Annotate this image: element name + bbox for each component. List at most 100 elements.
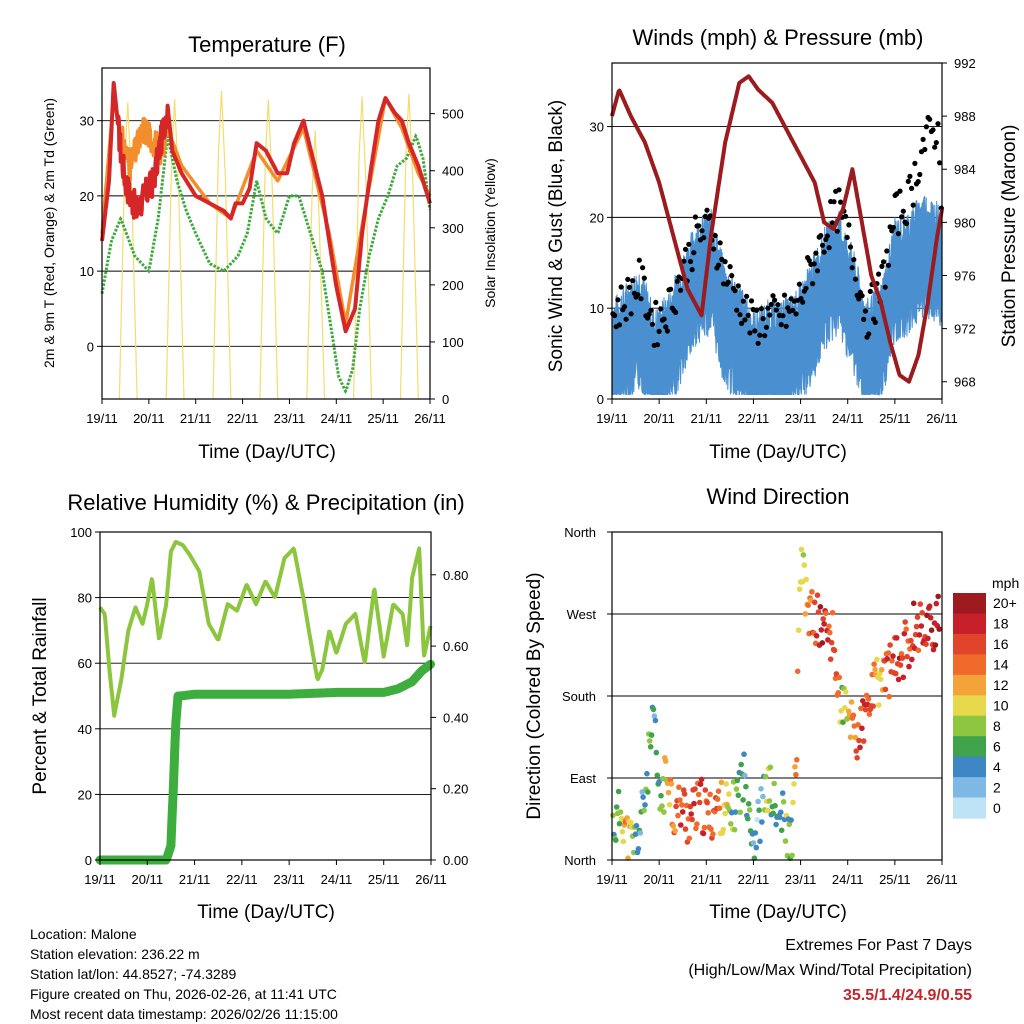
wind-pressure-ticks: 0 10 20 30 968 972 976 980 984 988 992 19/11 20/11 21… [590,56,976,426]
wind-direction-panel: Wind Direction NorthEastSouthWestNorth19… [524,484,1019,923]
gust-point [762,333,768,339]
direction-point [909,656,915,663]
direction-point [700,830,707,837]
direction-point [677,797,683,803]
x-tick-label: 25/11 [879,872,911,887]
direction-point [665,789,672,796]
gust-point [755,340,761,346]
colorbar-swatch [953,633,986,655]
temperature-series [100,81,432,400]
temperature-xlabel: Time (Day/UTC) [198,442,336,463]
x-tick-label: 20/11 [131,872,163,887]
direction-point [640,794,646,800]
gust-point [793,311,799,317]
gust-point [834,228,840,234]
direction-point [772,802,778,809]
direction-point [803,576,809,583]
gust-point [737,312,743,318]
direction-point [916,632,923,638]
direction-point [782,838,789,844]
gust-point [884,248,890,254]
direction-point [644,770,650,777]
direction-point [651,713,658,719]
gust-point [909,185,915,191]
direction-point [742,772,748,779]
direction-point [910,600,917,607]
gust-point [621,304,628,310]
gust-point [937,160,943,166]
gust-point [658,306,664,312]
direction-point [918,623,925,629]
direction-point [815,609,822,615]
gust-point [800,299,806,305]
direction-point [840,719,846,725]
direction-point [750,840,757,846]
direction-point [688,811,694,817]
x-tick-label: 23/11 [785,411,817,426]
gust-point [818,233,824,239]
solar-insolation-day-3 [212,90,232,400]
gust-point [910,202,916,208]
y2-tick-label: 0 [442,392,449,407]
direction-point [913,623,920,630]
gust-point [763,324,770,330]
direction-point [901,630,908,637]
gust-point [618,284,624,290]
direction-point [884,656,891,662]
wind-pressure-ylabel: Sonic Wind & Gust (Blue, Black) [546,100,567,372]
gust-point [907,173,913,179]
direction-point [857,744,863,751]
direction-point [906,663,912,670]
wind-pressure-xlabel: Time (Day/UTC) [709,442,847,463]
gust-point [905,178,911,184]
y2-tick-label: 400 [442,164,464,179]
wind-pressure-title: Winds (mph) & Pressure (mb) [633,25,924,50]
direction-point [681,791,688,797]
direction-point [800,552,807,558]
direction-point [818,627,825,633]
gust-point [668,286,674,292]
gust-point [829,220,836,226]
direction-point [687,803,694,810]
gust-point [790,307,796,313]
y-tick-label: 0 [597,392,604,407]
gust-point [767,312,773,318]
gust-point [740,298,746,304]
direction-point [928,627,935,633]
dewpoint-line [100,133,432,395]
y2-tick-label: 300 [442,221,464,236]
direction-point [695,791,702,798]
x-tick-label: 24/11 [832,872,864,887]
gust-point [935,121,941,127]
direction-point [733,786,740,792]
gust-point [638,296,644,302]
direction-point [936,626,942,632]
direction-point [692,786,698,792]
colorbar-level-label: 16 [993,636,1009,652]
direction-point [619,828,626,835]
figure-created: Figure created on Thu, 2026-02-26, at 11… [30,986,337,1002]
temperature-grid [102,120,430,347]
direction-point [890,653,896,659]
gust-point [732,288,738,294]
gust-point [904,221,910,227]
gust-point [653,299,659,305]
direction-point [617,809,624,815]
direction-point [658,792,664,799]
gust-point [722,259,728,265]
direction-point [777,814,783,821]
temperature-panel: Temperature (F) 010203001002003004005001… [41,32,498,463]
gust-point [852,276,859,282]
x-tick-label: 22/11 [738,411,770,426]
direction-point [778,827,785,834]
gust-point [861,316,867,322]
direction-point [675,812,681,819]
direction-point [743,783,749,790]
gust-point [912,160,918,166]
direction-point [809,589,815,595]
x-tick-label: 26/11 [414,411,446,426]
direction-point [735,792,742,799]
x-tick-label: 20/11 [643,411,675,426]
y-tick-label: North [564,853,596,868]
extremes-box: Extremes For Past 7 Days (High/Low/Max W… [688,933,972,1008]
